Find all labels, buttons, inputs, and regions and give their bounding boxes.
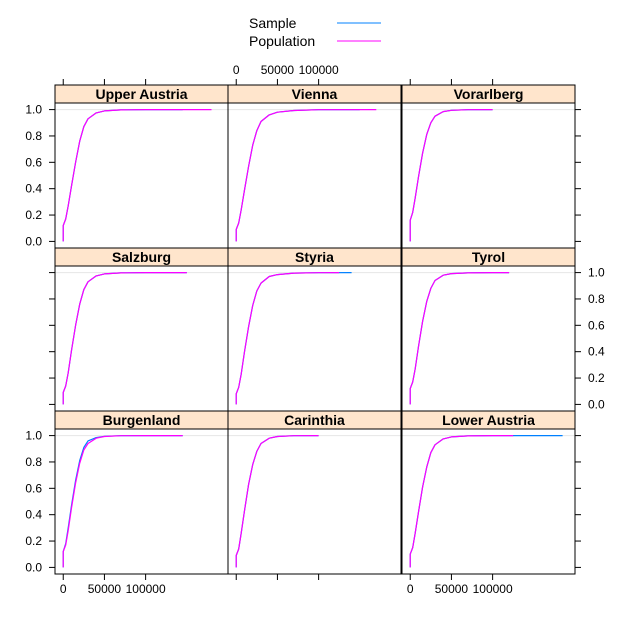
y-tick-label: 0.8	[25, 129, 42, 143]
series-line-population	[62, 434, 183, 568]
y-tick-label: 0.4	[588, 345, 605, 359]
x-tick-label: 100000	[299, 63, 339, 77]
x-tick-label: 0	[407, 582, 414, 596]
plot-background	[402, 266, 575, 411]
panel-upper-austria: Upper Austria	[54, 84, 229, 249]
y-tick-label: 0.0	[25, 234, 42, 248]
series-line-population	[235, 435, 319, 568]
panel-plot	[401, 428, 576, 575]
axes: 0 50000 100000 0 50000 100000 0 50000 100000 0.0 0…	[25, 63, 605, 596]
series-line-population	[62, 271, 187, 405]
series-line-population	[409, 109, 493, 242]
legend-label-sample: Sample	[249, 15, 297, 31]
panel-plot	[401, 102, 576, 249]
y-tick-label: 0.6	[588, 318, 605, 332]
plot-background	[402, 429, 575, 574]
series-line-population	[409, 434, 514, 568]
series-line-population	[409, 271, 510, 405]
y-tick-label: 0.2	[588, 371, 605, 385]
panel-plot	[54, 428, 229, 575]
plot-border	[227, 428, 402, 575]
y-tick-label: 0.8	[588, 292, 605, 306]
panel-salzburg: Salzburg	[54, 247, 229, 412]
plot-background	[228, 429, 401, 574]
panel-plot	[401, 265, 576, 412]
plot-background	[55, 429, 228, 574]
x-tick-label: 50000	[88, 582, 122, 596]
panel-strip-label: Vienna	[292, 86, 338, 102]
panel-strip-label: Lower Austria	[442, 412, 535, 428]
panel-strip-label: Upper Austria	[95, 86, 187, 102]
plot-background	[228, 103, 401, 248]
y-tick-label: 0.2	[25, 208, 42, 222]
legend-label-population: Population	[249, 33, 315, 49]
y-tick-label: 0.6	[25, 155, 42, 169]
y-tick-label: 0.0	[588, 397, 605, 411]
x-tick-label: 50000	[435, 582, 469, 596]
panel-tyrol: Tyrol	[401, 247, 576, 412]
x-tick-label: 0	[60, 582, 67, 596]
panel-vienna: Vienna	[227, 84, 402, 249]
legend: Sample Population	[249, 15, 381, 49]
x-tick-label: 100000	[473, 582, 513, 596]
y-tick-label: 0.0	[25, 560, 42, 574]
panel-burgenland: Burgenland	[54, 410, 229, 575]
panel-plot	[227, 428, 402, 575]
x-tick-label: 100000	[126, 582, 166, 596]
plot-background	[55, 266, 228, 411]
panel-vorarlberg: Vorarlberg	[401, 84, 576, 249]
panel-strip-label: Burgenland	[103, 412, 181, 428]
panel-strip-label: Styria	[295, 249, 334, 265]
y-tick-label: 0.4	[25, 508, 42, 522]
panel-plot	[227, 265, 402, 412]
series-line-population	[235, 272, 340, 405]
y-tick-label: 0.8	[25, 455, 42, 469]
panel-strip-label: Vorarlberg	[454, 86, 524, 102]
plot-background	[402, 103, 575, 248]
x-tick-label: 50000	[261, 63, 295, 77]
y-tick-label: 1.0	[25, 429, 42, 443]
x-tick-label: 0	[233, 63, 240, 77]
panel-strip-label: Salzburg	[112, 249, 171, 265]
panel-carinthia: Carinthia	[227, 410, 402, 575]
panel-lower-austria: Lower Austria	[401, 410, 576, 575]
panel-plot	[54, 102, 229, 249]
y-tick-label: 1.0	[588, 266, 605, 280]
panel-plot	[54, 265, 229, 412]
y-tick-label: 1.0	[25, 103, 42, 117]
panel-styria: Styria	[227, 247, 402, 412]
panel-strip-label: Tyrol	[472, 249, 505, 265]
series-line-population	[235, 109, 377, 242]
y-tick-label: 0.4	[25, 182, 42, 196]
y-tick-label: 0.6	[25, 481, 42, 495]
panel-plot	[227, 102, 402, 249]
plot-background	[228, 266, 401, 411]
series-line-population	[62, 108, 212, 242]
panels: Upper Austria Vienna Vorarlberg Salzburg Sty…	[54, 84, 576, 575]
plot-border	[401, 428, 576, 575]
y-tick-label: 0.2	[25, 534, 42, 548]
plot-background	[55, 103, 228, 248]
panel-strip-label: Carinthia	[284, 412, 345, 428]
